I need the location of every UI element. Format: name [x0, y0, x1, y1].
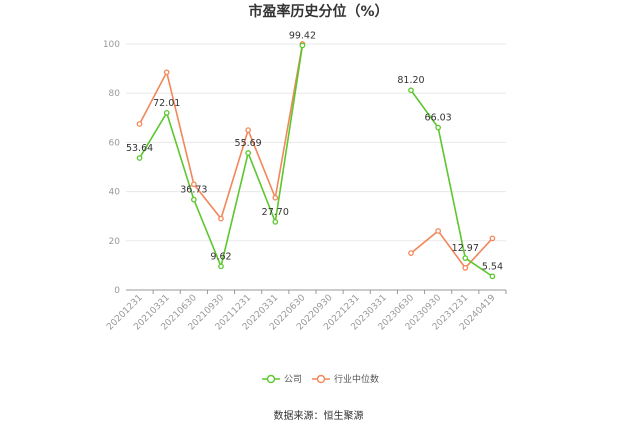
legend-item[interactable]: 公司 — [262, 374, 302, 385]
data-point[interactable] — [408, 87, 414, 94]
legend-label: 行业中位数 — [334, 373, 379, 385]
data-point[interactable] — [218, 263, 224, 270]
grid — [126, 43, 506, 242]
legend[interactable]: 公司 行业中位数 — [262, 373, 379, 385]
data-point[interactable] — [408, 250, 414, 256]
series-line — [410, 89, 493, 278]
data-point[interactable] — [272, 194, 279, 201]
data-point[interactable] — [163, 69, 170, 76]
data-point[interactable] — [191, 181, 197, 188]
data-label: 5.54 — [482, 261, 503, 272]
y-tick-label: 20 — [109, 237, 121, 247]
data-point[interactable] — [163, 110, 170, 116]
data-label: 53.64 — [126, 143, 153, 154]
legend-marker — [266, 374, 276, 384]
data-point[interactable] — [435, 228, 441, 234]
data-labels: 53.64 72.01 36.73 9.62 55.69 27.70 99.42 81.20 6… — [126, 30, 503, 272]
data-label: 55.69 — [235, 138, 262, 149]
chart-title: 市盈率历史分位（%） — [248, 3, 388, 20]
data-point[interactable] — [489, 273, 496, 280]
data-label: 99.42 — [289, 30, 316, 41]
data-point[interactable] — [191, 196, 197, 203]
data-point[interactable] — [462, 255, 469, 261]
data-point[interactable] — [245, 127, 251, 133]
data-point[interactable] — [136, 121, 143, 127]
y-axis: 0 20 40 60 80 100 — [103, 40, 120, 296]
legend-marker — [316, 374, 326, 384]
data-label: 81.20 — [397, 75, 424, 86]
y-tick-label: 40 — [109, 188, 121, 198]
data-point[interactable] — [272, 219, 279, 225]
data-label: 9.62 — [210, 251, 231, 262]
data-point[interactable] — [136, 155, 143, 161]
data-label: 36.73 — [180, 185, 207, 196]
data-label: 27.70 — [262, 207, 289, 218]
legend-item[interactable]: 行业中位数 — [312, 373, 379, 385]
series-line — [138, 43, 304, 221]
y-tick-label: 80 — [109, 89, 121, 99]
data-point[interactable] — [489, 235, 496, 242]
data-label: 12.97 — [452, 243, 479, 254]
series-line — [410, 229, 494, 270]
data-source: 数据来源：恒生聚源 — [274, 409, 364, 422]
series-1 — [136, 41, 496, 271]
data-point[interactable] — [462, 265, 469, 271]
series-0 — [136, 42, 496, 280]
series-layer — [136, 41, 496, 280]
data-label: 72.01 — [153, 98, 180, 109]
data-point[interactable] — [218, 215, 224, 222]
data-point[interactable] — [435, 124, 441, 131]
data-point[interactable] — [299, 42, 306, 49]
y-tick-label: 100 — [103, 40, 120, 50]
legend-label: 公司 — [284, 374, 302, 385]
y-tick-label: 0 — [114, 286, 120, 296]
x-axis: 2020123120210331202106302021093020211231… — [105, 289, 507, 333]
data-point[interactable] — [245, 150, 251, 156]
data-label: 66.03 — [425, 113, 452, 124]
y-tick-label: 60 — [109, 138, 121, 148]
